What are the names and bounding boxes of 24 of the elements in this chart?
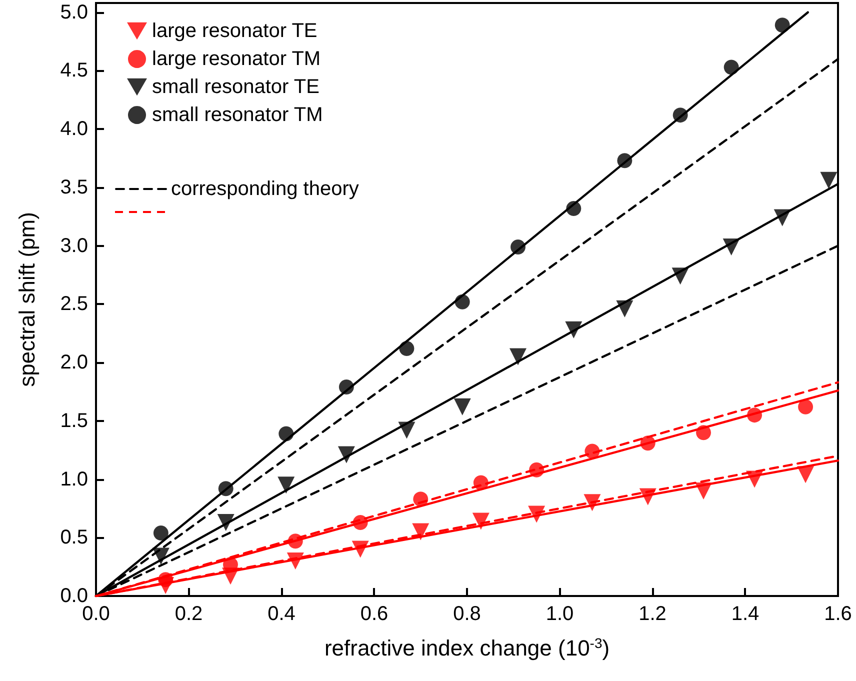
x-tick-label: 0.2 <box>174 603 203 625</box>
x-tick-label: 1.2 <box>638 603 666 625</box>
y-tick-label: 4.5 <box>60 60 88 82</box>
y-tick-label: 1.0 <box>60 468 88 490</box>
y-tick-label: 2.5 <box>60 293 88 316</box>
legend-label: small resonator TM <box>152 104 323 126</box>
y-axis-title: spectral shift (pm) <box>14 212 40 387</box>
x-tick-label: 0.8 <box>453 603 481 625</box>
y-tick-label: 1.5 <box>60 410 88 432</box>
x-tick-label: 1.4 <box>731 603 760 625</box>
y-tick-label: 0.5 <box>60 526 88 549</box>
legend-label: small resonator TE <box>152 76 320 98</box>
y-tick-label: 3.5 <box>60 176 88 198</box>
x-tick-label: 1.6 <box>824 603 852 625</box>
y-tick-label: 5.0 <box>60 1 88 24</box>
legend-label: corresponding theory <box>171 178 359 200</box>
legend-label: large resonator TE <box>152 20 318 42</box>
x-tick-label: 0.4 <box>268 603 296 625</box>
legend-label: large resonator TM <box>152 48 321 70</box>
y-tick-label: 3.0 <box>60 234 88 257</box>
y-tick-label: 2.0 <box>60 352 88 374</box>
x-tick-label: 1.0 <box>546 603 574 625</box>
x-tick-label: 0.6 <box>360 603 388 625</box>
y-tick-label: 4.0 <box>60 118 88 140</box>
